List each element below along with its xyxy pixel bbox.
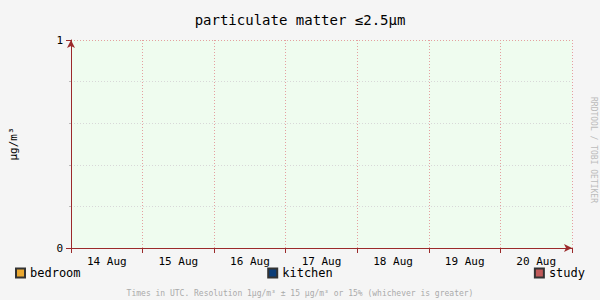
- svg-text:20 Aug: 20 Aug: [516, 255, 557, 268]
- svg-text:Times in UTC. Resolution 1µg/m: Times in UTC. Resolution 1µg/m³ ± 15 µg/…: [127, 289, 474, 298]
- svg-text:µg/m³: µg/m³: [7, 127, 20, 160]
- svg-text:17 Aug: 17 Aug: [301, 255, 342, 268]
- svg-text:18 Aug: 18 Aug: [373, 255, 413, 268]
- svg-text:14 Aug: 14 Aug: [87, 255, 127, 268]
- svg-text:15 Aug: 15 Aug: [158, 255, 198, 268]
- svg-text:16 Aug: 16 Aug: [230, 255, 270, 268]
- svg-text:study: study: [549, 266, 585, 280]
- svg-text:19 Aug: 19 Aug: [445, 255, 485, 268]
- svg-text:RRDTOOL / TOBI OETIKER: RRDTOOL / TOBI OETIKER: [589, 97, 598, 203]
- svg-text:1: 1: [56, 34, 63, 47]
- svg-text:kitchen: kitchen: [282, 266, 333, 280]
- svg-text:particulate matter ≤2.5µm: particulate matter ≤2.5µm: [195, 12, 406, 28]
- svg-text:bedroom: bedroom: [30, 266, 81, 280]
- svg-text:0: 0: [56, 242, 63, 255]
